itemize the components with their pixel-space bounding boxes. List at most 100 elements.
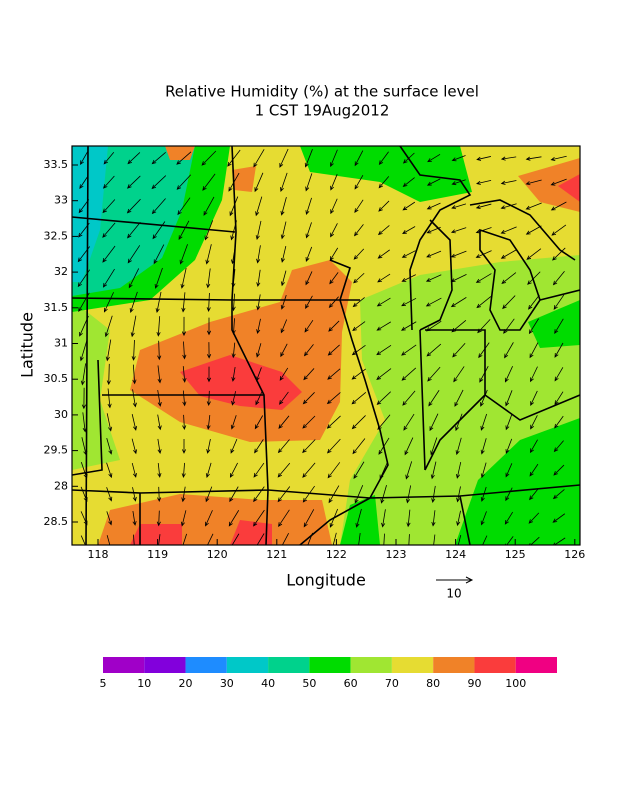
wind-arrow	[256, 294, 261, 311]
wind-arrow	[253, 149, 265, 168]
wind-arrow	[201, 150, 217, 166]
y-tick-label: 33	[54, 194, 68, 207]
vector-scale-head	[465, 576, 474, 584]
wind-arrow	[378, 200, 390, 212]
wind-arrow	[255, 196, 263, 217]
wind-arrow	[102, 268, 115, 288]
colorbar-label: 5	[100, 677, 107, 690]
wind-arrow	[429, 413, 439, 432]
colorbar-label: 30	[220, 677, 234, 690]
wind-arrow	[206, 268, 211, 289]
wind-arrow	[105, 339, 112, 362]
wind-arrow	[550, 155, 567, 162]
wind-arrow	[131, 414, 138, 431]
field-region	[518, 158, 580, 212]
wind-arrow	[408, 534, 410, 545]
wind-arrow	[228, 510, 240, 527]
wind-arrow	[377, 249, 390, 259]
wind-arrow	[477, 319, 491, 334]
wind-arrow	[254, 439, 264, 454]
wind-arrow	[326, 392, 341, 405]
wind-arrow	[126, 198, 141, 214]
wind-arrow	[358, 533, 361, 545]
field-region	[232, 166, 256, 192]
wind-arrow	[401, 344, 417, 356]
y-tick-label: 29.5	[44, 444, 69, 457]
wind-arrow	[554, 318, 564, 334]
wind-arrow	[456, 486, 461, 503]
wind-arrow	[378, 151, 389, 166]
wind-arrow	[281, 532, 289, 545]
wind-arrow	[480, 486, 487, 502]
wind-arrow	[153, 244, 165, 265]
wind-arrow	[256, 318, 261, 335]
wind-arrow	[230, 415, 237, 430]
colorbar-box	[144, 657, 186, 673]
wind-arrow	[376, 297, 391, 307]
wind-arrow	[326, 415, 341, 429]
wind-arrow	[456, 510, 461, 527]
wind-arrow	[80, 511, 88, 526]
wind-arrow	[177, 197, 191, 216]
y-axis-label: Latitude	[18, 312, 37, 378]
wind-arrow	[132, 389, 137, 408]
wind-arrow	[330, 174, 338, 191]
wind-arrow	[475, 179, 492, 185]
wind-arrow	[182, 390, 187, 407]
wind-arrow	[229, 486, 239, 503]
field-region	[558, 174, 580, 202]
wind-arrow	[552, 489, 565, 500]
wind-arrow	[328, 296, 339, 309]
wind-arrow	[401, 274, 416, 282]
x-tick-label: 123	[386, 548, 407, 561]
wind-arrow	[253, 509, 265, 527]
wind-arrow	[480, 413, 488, 431]
colorbar-label: 20	[179, 677, 193, 690]
wind-arrow	[104, 315, 113, 338]
wind-arrow	[327, 344, 340, 356]
colorbar-box	[103, 657, 145, 673]
colorbar-label: 10	[137, 677, 151, 690]
wind-arrow	[179, 244, 188, 265]
wind-arrow	[504, 366, 513, 383]
wind-arrow	[280, 294, 287, 310]
wind-arrow	[383, 533, 385, 545]
wind-arrow	[451, 319, 467, 333]
wind-arrow	[330, 223, 338, 238]
wind-arrow	[181, 316, 187, 337]
wind-arrow	[332, 532, 337, 545]
wind-arrow	[380, 485, 387, 504]
wind-arrow	[131, 438, 138, 455]
wind-arrow	[302, 392, 315, 405]
wind-arrow	[327, 462, 341, 479]
wind-arrow	[229, 196, 239, 217]
wind-arrow	[303, 368, 315, 381]
y-tick-label: 32.5	[44, 229, 69, 242]
wind-arrow	[479, 365, 489, 383]
wind-arrow	[278, 509, 290, 527]
wind-arrow	[553, 294, 565, 310]
wind-arrow	[330, 198, 338, 215]
field-region	[528, 300, 580, 348]
wind-arrow	[475, 227, 492, 234]
wind-arrow	[157, 390, 162, 407]
wind-arrow	[180, 510, 187, 527]
wind-arrow	[280, 270, 287, 287]
wind-arrow	[78, 292, 90, 312]
wind-arrow	[178, 220, 190, 241]
wind-arrow	[277, 439, 290, 454]
wind-arrow	[376, 368, 392, 380]
wind-arrow	[553, 464, 565, 476]
wind-arrow	[280, 319, 288, 334]
wind-arrow	[202, 173, 216, 191]
wind-arrow	[475, 250, 492, 258]
y-tick-label: 31	[54, 337, 68, 350]
wind-arrow	[156, 510, 161, 527]
colorbar-box	[433, 657, 475, 673]
map-field	[72, 146, 580, 545]
wind-arrow	[426, 343, 442, 357]
wind-arrow	[155, 291, 162, 314]
wind-arrow	[354, 174, 364, 190]
wind-arrow	[102, 222, 116, 238]
wind-arrow	[231, 391, 237, 406]
